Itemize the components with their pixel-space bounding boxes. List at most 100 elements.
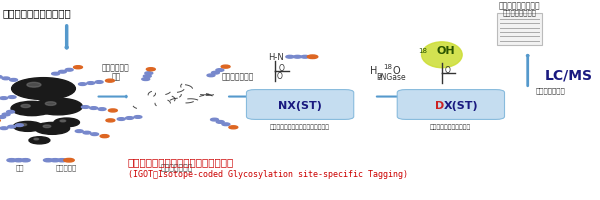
Text: 安定同位体標識ペプチド: 安定同位体標識ペプチド: [430, 124, 471, 129]
Circle shape: [75, 130, 83, 133]
Circle shape: [10, 79, 17, 82]
Text: プロテアーゼ
消化: プロテアーゼ 消化: [102, 63, 130, 81]
Text: O: O: [392, 65, 400, 75]
Circle shape: [7, 159, 16, 162]
Text: 糖タンパク質リスト: 糖タンパク質リスト: [499, 1, 541, 10]
Text: OH: OH: [436, 46, 455, 56]
Circle shape: [54, 118, 79, 127]
Circle shape: [83, 132, 91, 134]
Circle shape: [21, 159, 30, 162]
Text: （マーカー候補）: （マーカー候補）: [503, 9, 536, 16]
Text: D: D: [435, 100, 444, 110]
Ellipse shape: [422, 43, 462, 68]
Circle shape: [91, 133, 98, 136]
FancyBboxPatch shape: [247, 90, 354, 120]
Circle shape: [216, 121, 224, 124]
Text: 2: 2: [377, 74, 382, 80]
Circle shape: [0, 116, 5, 119]
Circle shape: [307, 56, 318, 59]
Text: がん性糖鎖: がん性糖鎖: [56, 163, 77, 170]
Circle shape: [0, 127, 8, 130]
Circle shape: [74, 66, 82, 69]
Text: 18: 18: [418, 48, 427, 54]
Circle shape: [35, 123, 70, 135]
Circle shape: [43, 159, 53, 162]
Text: (IGOT：Isotope-coded Glycosylation site-specific Tagging): (IGOT：Isotope-coded Glycosylation site-s…: [128, 169, 407, 178]
Text: 糖鎖: 糖鎖: [16, 163, 25, 170]
Circle shape: [20, 124, 26, 126]
Text: NX(ST): NX(ST): [278, 100, 322, 110]
Circle shape: [90, 107, 98, 110]
Circle shape: [143, 75, 151, 78]
Circle shape: [207, 75, 215, 77]
Circle shape: [58, 71, 67, 74]
Text: PNGase: PNGase: [377, 72, 406, 81]
Circle shape: [11, 102, 53, 116]
Circle shape: [46, 102, 56, 106]
Circle shape: [8, 126, 16, 128]
Circle shape: [0, 97, 8, 100]
Circle shape: [211, 119, 218, 121]
Circle shape: [0, 76, 2, 79]
FancyBboxPatch shape: [397, 90, 505, 120]
Circle shape: [27, 83, 41, 88]
Circle shape: [13, 122, 43, 132]
Circle shape: [50, 159, 60, 162]
Circle shape: [145, 72, 153, 75]
Circle shape: [106, 119, 115, 122]
Text: 18: 18: [383, 63, 392, 69]
Circle shape: [7, 111, 14, 114]
Text: O: O: [445, 66, 451, 75]
Circle shape: [11, 78, 76, 100]
Circle shape: [60, 120, 65, 122]
Circle shape: [100, 135, 109, 138]
Circle shape: [82, 106, 89, 109]
Circle shape: [125, 117, 134, 120]
Circle shape: [134, 116, 142, 119]
Circle shape: [146, 68, 155, 71]
Circle shape: [65, 69, 73, 72]
Circle shape: [216, 69, 224, 72]
Text: 血清・がん細胞培養上清: 血清・がん細胞培養上清: [3, 8, 71, 18]
Circle shape: [117, 118, 125, 121]
Circle shape: [34, 139, 38, 140]
Circle shape: [211, 72, 220, 75]
Text: ペプチド混合物: ペプチド混合物: [161, 162, 193, 171]
Circle shape: [142, 78, 149, 81]
Text: O: O: [279, 64, 285, 73]
Circle shape: [34, 99, 82, 115]
Circle shape: [58, 159, 67, 162]
Circle shape: [109, 109, 118, 112]
Circle shape: [221, 66, 230, 69]
Text: （質量分析法）: （質量分析法）: [536, 87, 566, 94]
Circle shape: [64, 159, 74, 162]
Circle shape: [95, 81, 103, 84]
Circle shape: [52, 73, 59, 76]
Circle shape: [293, 56, 302, 59]
Circle shape: [29, 137, 50, 144]
Circle shape: [2, 78, 10, 80]
Text: H: H: [370, 65, 377, 75]
Text: プローブカラム: プローブカラム: [221, 72, 254, 81]
Text: 糖鎖付加位置特異的安定同位体標識法: 糖鎖付加位置特異的安定同位体標識法: [128, 156, 234, 166]
Circle shape: [43, 125, 51, 128]
Text: X(ST): X(ST): [443, 100, 478, 110]
Circle shape: [14, 159, 23, 162]
Text: O: O: [277, 72, 283, 81]
Circle shape: [286, 56, 294, 59]
Circle shape: [79, 83, 86, 86]
Circle shape: [98, 108, 106, 111]
Circle shape: [229, 126, 238, 129]
Circle shape: [301, 56, 309, 59]
Text: LC/MS: LC/MS: [545, 68, 593, 82]
Circle shape: [8, 96, 16, 99]
Circle shape: [222, 123, 230, 126]
Text: がん性糖鎖を持つ糖ペプチド混合物: がん性糖鎖を持つ糖ペプチド混合物: [270, 124, 330, 129]
Circle shape: [2, 114, 10, 116]
Circle shape: [16, 124, 23, 127]
Circle shape: [87, 82, 95, 85]
Text: H-N: H-N: [268, 53, 284, 62]
Circle shape: [21, 105, 30, 108]
FancyBboxPatch shape: [497, 14, 542, 46]
Circle shape: [106, 80, 115, 83]
